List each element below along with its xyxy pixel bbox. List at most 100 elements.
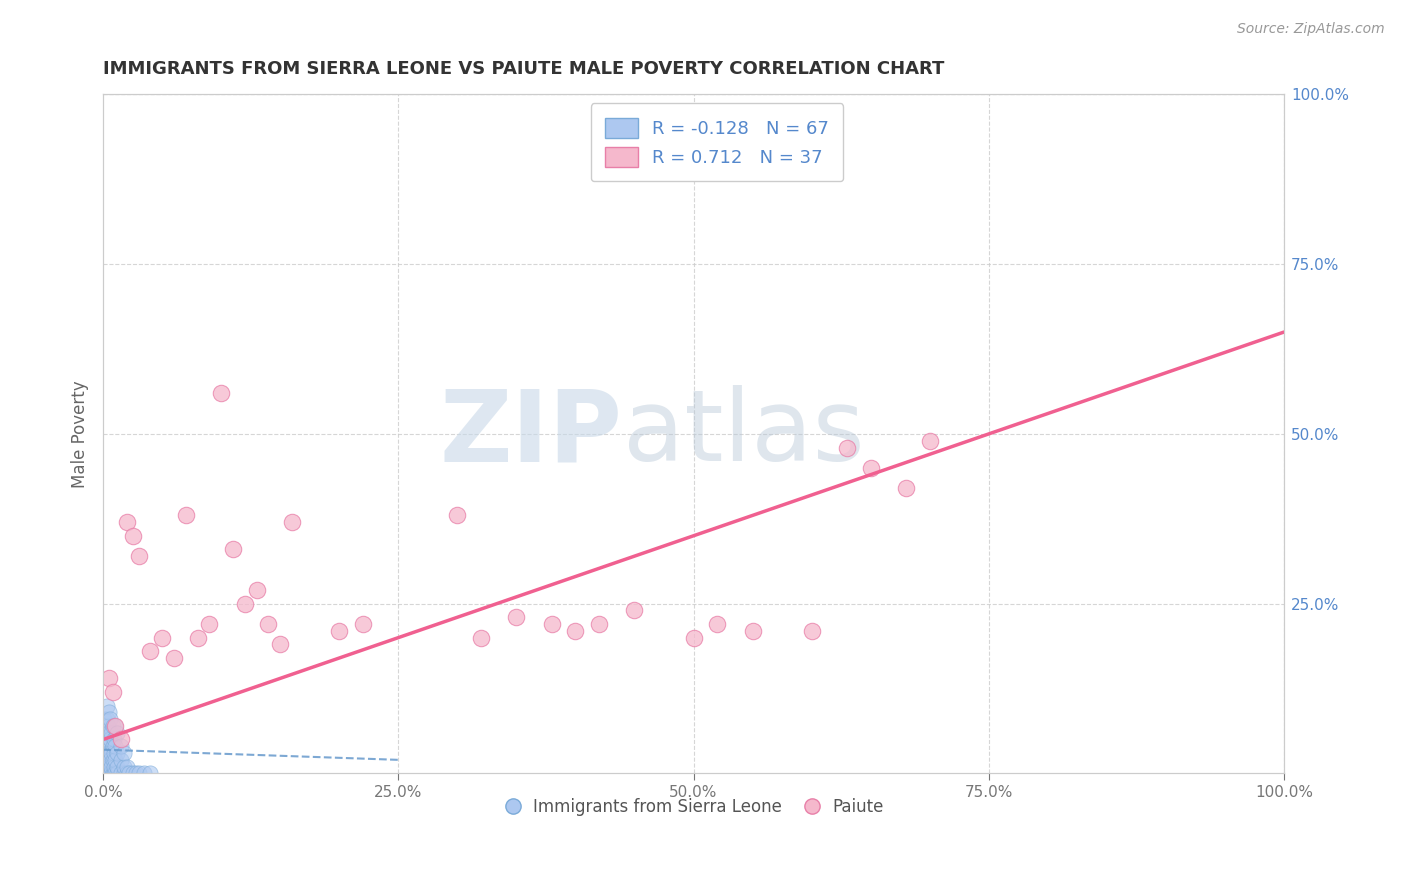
Point (98, 746, 121, 760)
Text: IMMIGRANTS FROM SIERRA LEONE VS PAIUTE MALE POVERTY CORRELATION CHART: IMMIGRANTS FROM SIERRA LEONE VS PAIUTE M… (103, 60, 945, 78)
Point (93, 766, 115, 780)
Point (91, 766, 114, 780)
Point (93, 732, 115, 747)
Point (100, 725, 122, 739)
Point (163, 651, 186, 665)
Point (100, 766, 122, 780)
Point (103, 732, 125, 747)
Point (233, 597, 256, 611)
Point (101, 753, 124, 767)
Point (104, 753, 127, 767)
Point (101, 685, 124, 699)
Point (128, 549, 150, 563)
Point (98, 706, 121, 720)
Point (104, 719, 127, 733)
Point (101, 766, 124, 780)
Point (100, 759, 122, 773)
Point (859, 461, 882, 475)
Point (115, 766, 138, 780)
Point (91, 766, 114, 780)
Point (800, 624, 823, 638)
Point (103, 746, 125, 760)
Point (104, 739, 127, 754)
Point (105, 746, 128, 760)
Point (257, 617, 280, 632)
Point (110, 766, 132, 780)
Point (209, 386, 232, 401)
Point (174, 508, 197, 523)
Point (93, 712, 115, 726)
Point (112, 766, 135, 780)
Point (187, 631, 209, 645)
Point (100, 746, 122, 760)
Point (98, 725, 121, 739)
Point (741, 624, 763, 638)
Point (103, 766, 125, 780)
Point (96, 712, 118, 726)
Point (588, 617, 610, 632)
Y-axis label: Male Poverty: Male Poverty (72, 380, 89, 488)
Point (918, 434, 941, 448)
Point (222, 542, 245, 557)
Point (105, 766, 128, 780)
Point (93, 746, 115, 760)
Point (150, 631, 173, 645)
Point (96, 766, 118, 780)
Point (94, 759, 117, 773)
Point (94, 766, 117, 780)
Point (105, 759, 128, 773)
Point (98, 672, 121, 686)
Point (96, 698, 118, 713)
Point (97, 719, 120, 733)
Point (706, 617, 728, 632)
Point (352, 617, 374, 632)
Point (94, 725, 117, 739)
Text: ZIP: ZIP (440, 385, 623, 483)
Point (112, 746, 135, 760)
Point (540, 617, 562, 632)
Point (115, 759, 138, 773)
Point (198, 617, 221, 632)
Point (98, 732, 121, 747)
Text: Source: ZipAtlas.com: Source: ZipAtlas.com (1237, 22, 1385, 37)
Point (446, 508, 468, 523)
Point (104, 719, 127, 733)
Point (101, 739, 124, 754)
Point (91, 753, 114, 767)
Text: atlas: atlas (623, 385, 865, 483)
Point (281, 515, 304, 529)
Point (94, 753, 117, 767)
Point (98, 753, 121, 767)
Point (103, 759, 125, 773)
Point (835, 441, 858, 455)
Point (623, 603, 645, 617)
Point (121, 766, 143, 780)
Point (94, 739, 117, 754)
Point (97, 753, 120, 767)
Point (104, 766, 127, 780)
Point (328, 624, 350, 638)
Point (115, 515, 138, 529)
Point (470, 631, 492, 645)
Point (112, 759, 135, 773)
Point (139, 644, 162, 658)
Point (125, 766, 148, 780)
Point (98, 766, 121, 780)
Point (96, 746, 118, 760)
Legend: Immigrants from Sierra Leone, Paiute: Immigrants from Sierra Leone, Paiute (496, 791, 890, 822)
Point (134, 766, 156, 780)
Point (98, 759, 121, 773)
Point (110, 753, 132, 767)
Point (110, 732, 132, 747)
Point (682, 631, 704, 645)
Point (139, 766, 162, 780)
Point (564, 624, 586, 638)
Point (91, 759, 114, 773)
Point (121, 529, 143, 543)
Point (98, 766, 121, 780)
Point (93, 759, 115, 773)
Point (97, 739, 120, 754)
Point (96, 759, 118, 773)
Point (128, 766, 150, 780)
Point (118, 766, 141, 780)
